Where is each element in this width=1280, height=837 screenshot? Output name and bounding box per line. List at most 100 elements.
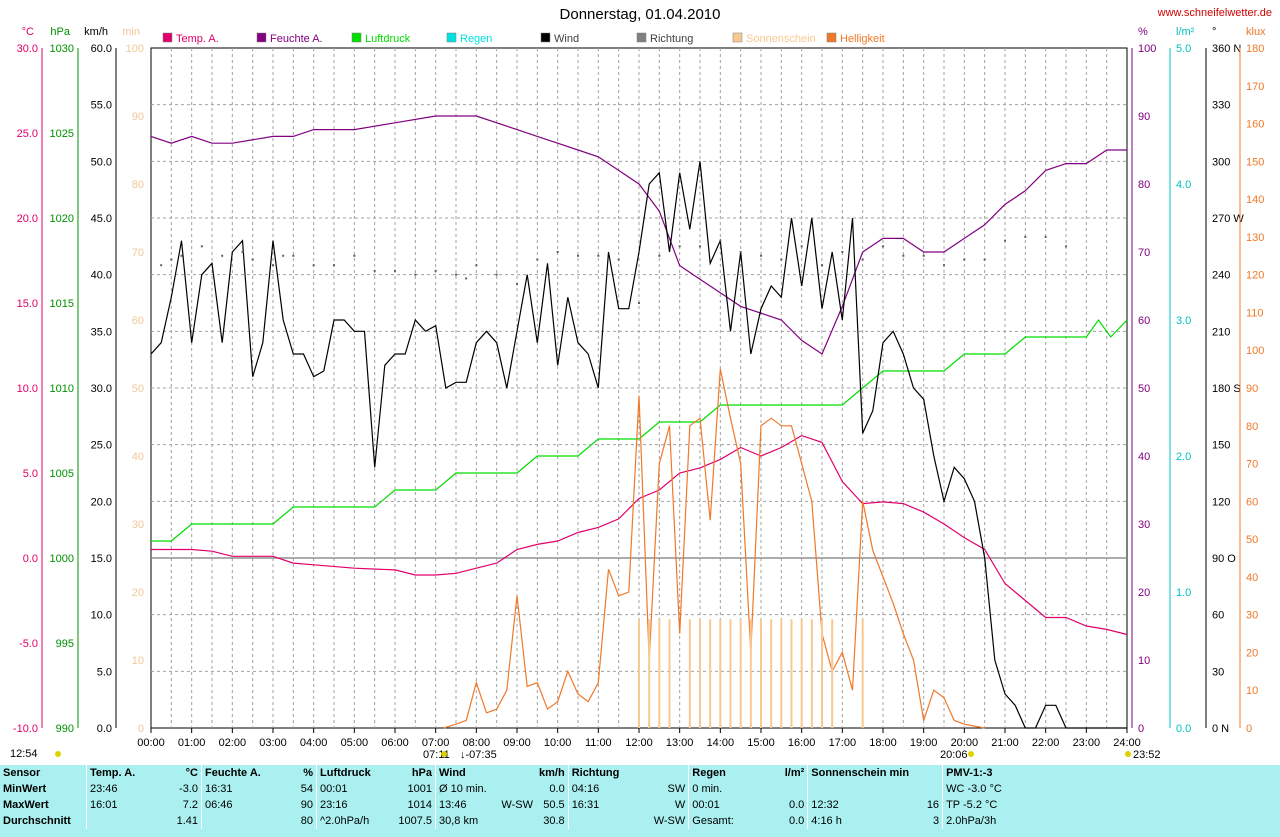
legend-label: Richtung (650, 33, 693, 45)
direction-point (943, 264, 945, 267)
stats-sunshine-value: 3 (932, 815, 940, 827)
direction-point (312, 264, 315, 267)
tick-label-direction: 0 N (1212, 723, 1229, 735)
stats-humidity-time (201, 813, 270, 829)
stats-pressure-value: 1001 (407, 783, 432, 795)
stats-sunshine-time: 12:32 (807, 797, 913, 813)
stats-header-direction-spacer (651, 765, 689, 781)
time-tick-label: 17:00 (829, 737, 857, 749)
tick-label-lux: 160 (1246, 119, 1264, 131)
direction-point (597, 254, 600, 257)
tick-label-temp: -10.0 (13, 723, 38, 735)
sunset-icon (968, 751, 974, 757)
stats-header-humidity: Feuchte A. (201, 765, 270, 781)
tick-label-lux: 10 (1246, 685, 1258, 697)
sun-icon (55, 751, 61, 757)
tick-label-lux: 180 (1246, 43, 1264, 55)
stats-wind-direction: W-SW (501, 799, 533, 811)
legend-label: Luftdruck (365, 33, 411, 45)
stats-sunshine-value (912, 781, 943, 797)
stats-wind-value: 50.5 (543, 799, 565, 811)
tick-label-wind: 10.0 (91, 610, 112, 622)
tick-label-humidity: 50 (1138, 383, 1150, 395)
stats-humidity-value: 54 (300, 783, 313, 795)
stats-header-direction: Richtung (567, 765, 651, 781)
stats-humidity-time: 06:46 (201, 797, 270, 813)
stats-header-pressure-unit: hPa (411, 767, 432, 779)
humidity-line (150, 115, 1127, 355)
stats-temp-value: 7.2 (182, 799, 198, 811)
time-tick-label: 07:00 (422, 737, 450, 749)
legend-swatch (162, 32, 173, 43)
tick-label-humidity: 10 (1138, 655, 1150, 667)
tick-label-wind: 40.0 (91, 270, 112, 282)
tick-label-lux: 120 (1246, 270, 1264, 282)
tick-label-temp: 10.0 (17, 383, 38, 395)
tick-label-lux: 70 (1246, 459, 1258, 471)
tick-label-temp: 20.0 (17, 213, 38, 225)
direction-point (373, 269, 376, 272)
stats-header-wind-unit: km/h (539, 767, 565, 779)
stats-temp-time (86, 813, 155, 829)
stats-header-humidity-unit: % (303, 767, 313, 779)
tick-label-sunmin: 60 (132, 315, 144, 327)
direction-point (455, 273, 457, 276)
tick-label-lux: 50 (1246, 534, 1258, 546)
tick-label-sunmin: 30 (132, 519, 144, 531)
tick-label-pressure: 1005 (50, 468, 74, 480)
direction-point (434, 269, 437, 272)
pressure-line (151, 318, 1128, 542)
legend-swatch (446, 32, 457, 43)
axis-unit-humidity: % (1138, 26, 1148, 38)
tick-label-direction: 30 (1212, 666, 1224, 678)
time-tick-label: 13:00 (666, 737, 694, 749)
stats-pressure-time: ^2.0hPa/h (316, 813, 385, 829)
tick-label-rain: 4.0 (1176, 179, 1191, 191)
tick-label-sunmin: 100 (126, 43, 144, 55)
tick-label-temp: 30.0 (17, 43, 38, 55)
stats-pressure-value: 1014 (407, 799, 432, 811)
time-tick-label: 19:00 (910, 737, 938, 749)
tick-label-rain: 1.0 (1176, 587, 1191, 599)
direction-point (282, 254, 285, 257)
wind-line (150, 161, 1127, 729)
stats-pressure-time: 00:01 (316, 781, 385, 797)
tick-label-direction: 360 N (1212, 43, 1241, 55)
tick-label-direction: 90 O (1212, 553, 1236, 565)
direction-point (577, 254, 579, 257)
time-tick-label: 10:00 (544, 737, 572, 749)
stats-header-wind: Wind (435, 765, 498, 781)
tick-label-direction: 330 (1212, 100, 1230, 112)
tick-label-direction: 300 (1212, 156, 1230, 168)
tick-label-pressure: 1025 (50, 128, 74, 140)
time-tick-label: 12:00 (625, 737, 653, 749)
stats-header-pmv: PMV-1:-3 (942, 765, 1040, 781)
stats-temp-time: 23:46 (86, 781, 155, 797)
tick-label-temp: 5.0 (23, 468, 38, 480)
stats-direction-time: 16:31 (567, 797, 651, 813)
tick-label-wind: 60.0 (91, 43, 112, 55)
legend-label: Temp. A. (176, 33, 219, 45)
tick-label-lux: 150 (1246, 156, 1264, 168)
direction-point (678, 245, 681, 248)
tick-label-pressure: 1020 (50, 213, 74, 225)
time-tick-label: 02:00 (219, 737, 247, 749)
tick-label-direction: 150 (1212, 440, 1230, 452)
stats-header-temp-unit: °C (185, 767, 198, 779)
tick-label-lux: 20 (1246, 647, 1258, 659)
time-tick-label: 20:00 (951, 737, 979, 749)
tick-label-wind: 5.0 (97, 666, 112, 678)
axis-unit-rain: l/m² (1176, 26, 1195, 38)
direction-point (353, 254, 356, 257)
axis-unit-wind: km/h (84, 26, 108, 38)
direction-point (221, 254, 224, 257)
website-link[interactable]: www.schneifelwetter.de (1157, 7, 1272, 19)
stats-header-wind-spacer (498, 765, 536, 781)
direction-point (475, 264, 478, 267)
stats-row-average: Durchschnitt 1.41 80 ^2.0hPa/h 1007.5 30… (0, 813, 1040, 829)
tick-label-sunmin: 10 (132, 655, 144, 667)
tick-label-lux: 140 (1246, 194, 1264, 206)
direction-point (719, 239, 722, 242)
tick-label-pressure: 1030 (50, 43, 74, 55)
axis-unit-direction: ° (1212, 26, 1216, 38)
